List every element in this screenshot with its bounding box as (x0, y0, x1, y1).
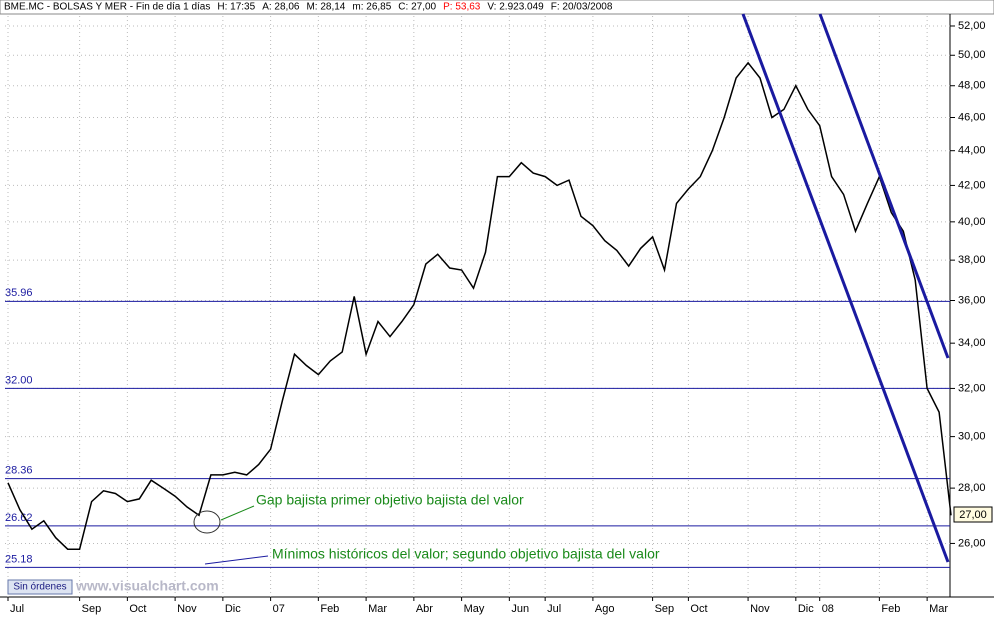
annotation-leader (220, 505, 255, 521)
header-item: C: 27,00 (398, 2, 436, 13)
x-tick-label: Mar (368, 603, 387, 615)
x-tick-label: May (464, 603, 485, 615)
y-tick-label: 52,00 (958, 20, 986, 32)
header-item: M: 28,14 (306, 2, 345, 13)
last-price-box (953, 506, 993, 523)
header-item: BME.MC - BOLSAS Y MER - Fin de día 1 día… (4, 2, 210, 13)
header-item: P: 53,63 (443, 2, 481, 13)
y-tick-label: 34,00 (958, 337, 986, 349)
y-tick-label: 30,00 (958, 431, 986, 443)
x-tick-label: Ago (595, 603, 615, 615)
y-tick-label: 32,00 (958, 382, 986, 394)
y-tick-label: 36,00 (958, 294, 986, 306)
level-label: 32.00 (5, 374, 33, 386)
header-item: A: 28,06 (262, 2, 300, 13)
x-tick-label: Nov (177, 603, 197, 615)
y-tick-label: 28,00 (958, 482, 986, 494)
plot: 26,00 28,00 30,00 32,00 34,00 36,00 38,00 40,00… (5, 16, 986, 615)
level-label: 26.62 (5, 512, 33, 524)
trend-line (818, 13, 950, 359)
header-item: H: 17:35 (217, 2, 255, 13)
x-tick-label: Sep (82, 603, 102, 615)
x-tick-label: Dic (798, 603, 814, 615)
x-tick-label: Abr (416, 603, 433, 615)
header: BME.MC - BOLSAS Y MER - Fin de día 1 día… (4, 2, 613, 13)
trend-line (741, 13, 950, 563)
y-tick-label: 38,00 (958, 254, 986, 266)
orders-button-label[interactable]: Sin órdenes (13, 582, 66, 593)
header-bar (0, 0, 994, 15)
x-tick-label: Jul (10, 603, 24, 615)
level-label: 25.18 (5, 553, 33, 565)
header-item: F: 20/03/2008 (551, 2, 613, 13)
x-tick-label: 08 (822, 603, 834, 615)
last-price: 27,00 (959, 509, 987, 521)
annotation: Gap bajista primer objetivo bajista del … (256, 492, 524, 508)
x-tick-label: 07 (273, 603, 285, 615)
y-tick-label: 50,00 (958, 49, 986, 61)
y-tick-label: 40,00 (958, 216, 986, 228)
y-tick-label: 42,00 (958, 179, 986, 191)
header-item: m: 26,85 (352, 2, 391, 13)
annotation-leader (204, 555, 269, 565)
price-line (7, 61, 952, 550)
x-tick-label: Dic (225, 603, 241, 615)
x-tick-label: Jun (511, 603, 529, 615)
x-tick-label: Sep (655, 603, 675, 615)
y-tick-label: 48,00 (958, 80, 986, 92)
gap-marker (193, 510, 221, 534)
y-tick-label: 26,00 (958, 537, 986, 549)
orders-button[interactable] (7, 579, 73, 595)
x-tick-label: Feb (320, 603, 339, 615)
x-tick-label: Mar (929, 603, 948, 615)
level-label: 35.96 (5, 287, 33, 299)
annotation: Mínimos históricos del valor; segundo ob… (272, 546, 660, 562)
y-tick-label: 44,00 (958, 145, 986, 157)
x-tick-label: Jul (547, 603, 561, 615)
x-tick-label: Oct (690, 603, 707, 615)
x-tick-label: Oct (129, 603, 146, 615)
y-tick-label: 46,00 (958, 111, 986, 123)
header-item: V: 2.923.049 (487, 2, 544, 13)
watermark: www.visualchart.com (75, 578, 219, 594)
x-tick-label: Feb (881, 603, 900, 615)
level-label: 28.36 (5, 464, 33, 476)
x-tick-label: Nov (750, 603, 770, 615)
